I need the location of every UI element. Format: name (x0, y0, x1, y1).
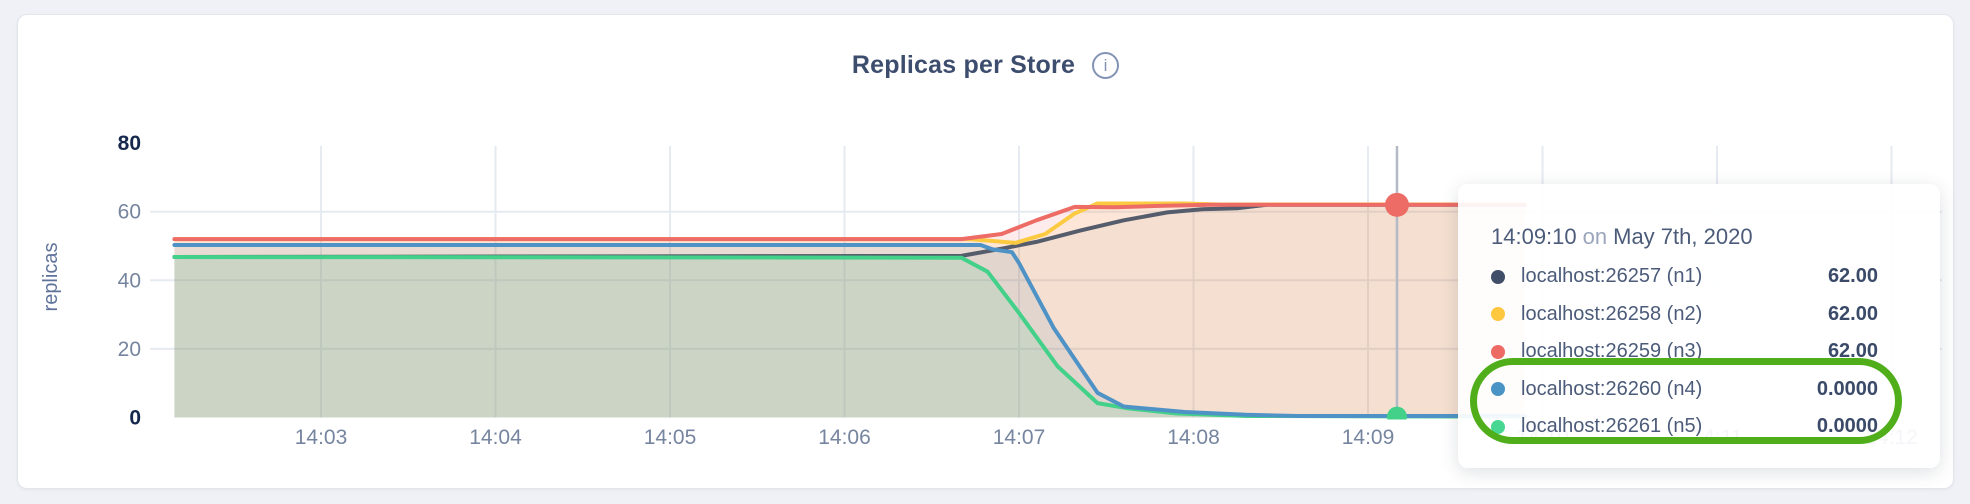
series-label: localhost:26260 (n4) (1521, 377, 1703, 400)
svg-text:14:09: 14:09 (1342, 426, 1395, 449)
info-icon-glyph: i (1103, 56, 1108, 75)
svg-text:80: 80 (118, 132, 141, 155)
tooltip-series-row: localhost:26258 (n2) 62.00 (1491, 296, 1878, 334)
series-label: localhost:26261 (n5) (1521, 415, 1703, 438)
svg-text:60: 60 (118, 201, 141, 224)
tooltip-time: 14:09:10 (1491, 224, 1577, 249)
svg-text:14:05: 14:05 (644, 426, 697, 449)
hover-markers (1384, 192, 1409, 420)
tooltip-conjunction: on (1582, 224, 1608, 249)
series-value: 62.00 (1827, 302, 1878, 325)
svg-text:14:08: 14:08 (1167, 426, 1220, 449)
annotation-circle (1470, 358, 1902, 444)
legend-dot-icon (1491, 307, 1505, 322)
legend-dot-icon (1491, 344, 1505, 359)
legend-dot-icon (1491, 269, 1505, 284)
series-label: localhost:26259 (n3) (1521, 340, 1703, 363)
svg-text:40: 40 (118, 269, 141, 292)
series-value: 62.00 (1827, 265, 1878, 288)
hover-dot-red (1384, 192, 1409, 217)
svg-text:14:03: 14:03 (295, 426, 348, 449)
svg-text:14:04: 14:04 (469, 426, 522, 449)
series-label: localhost:26257 (n1) (1521, 265, 1703, 288)
chart-header: Replicas per Store i (18, 51, 1953, 80)
series-areas (174, 203, 1525, 418)
svg-text:20: 20 (118, 338, 141, 361)
y-axis-title: replicas (40, 243, 62, 312)
svg-text:14:06: 14:06 (818, 426, 871, 449)
tooltip-timestamp: 14:09:10 on May 7th, 2020 (1491, 224, 1878, 250)
y-axis-labels: 0 20 40 60 80 (118, 132, 141, 429)
page-title: Replicas per Store (851, 51, 1076, 79)
series-lines (172, 201, 1527, 419)
info-icon[interactable]: i (1092, 52, 1120, 79)
tooltip-series-row: localhost:26257 (n1) 62.00 (1491, 258, 1878, 296)
tooltip-series-row: localhost:26259 (n3) 62.00 (1491, 333, 1878, 371)
tooltip-date: May 7th, 2020 (1613, 224, 1753, 249)
hover-dot-green (1386, 406, 1407, 420)
svg-text:14:07: 14:07 (993, 426, 1046, 449)
series-value: 62.00 (1827, 340, 1878, 363)
chart-tooltip: 14:09:10 on May 7th, 2020 localhost:26257 … (1458, 184, 1940, 468)
svg-text:0: 0 (129, 407, 141, 430)
series-label: localhost:26258 (n2) (1521, 302, 1703, 325)
